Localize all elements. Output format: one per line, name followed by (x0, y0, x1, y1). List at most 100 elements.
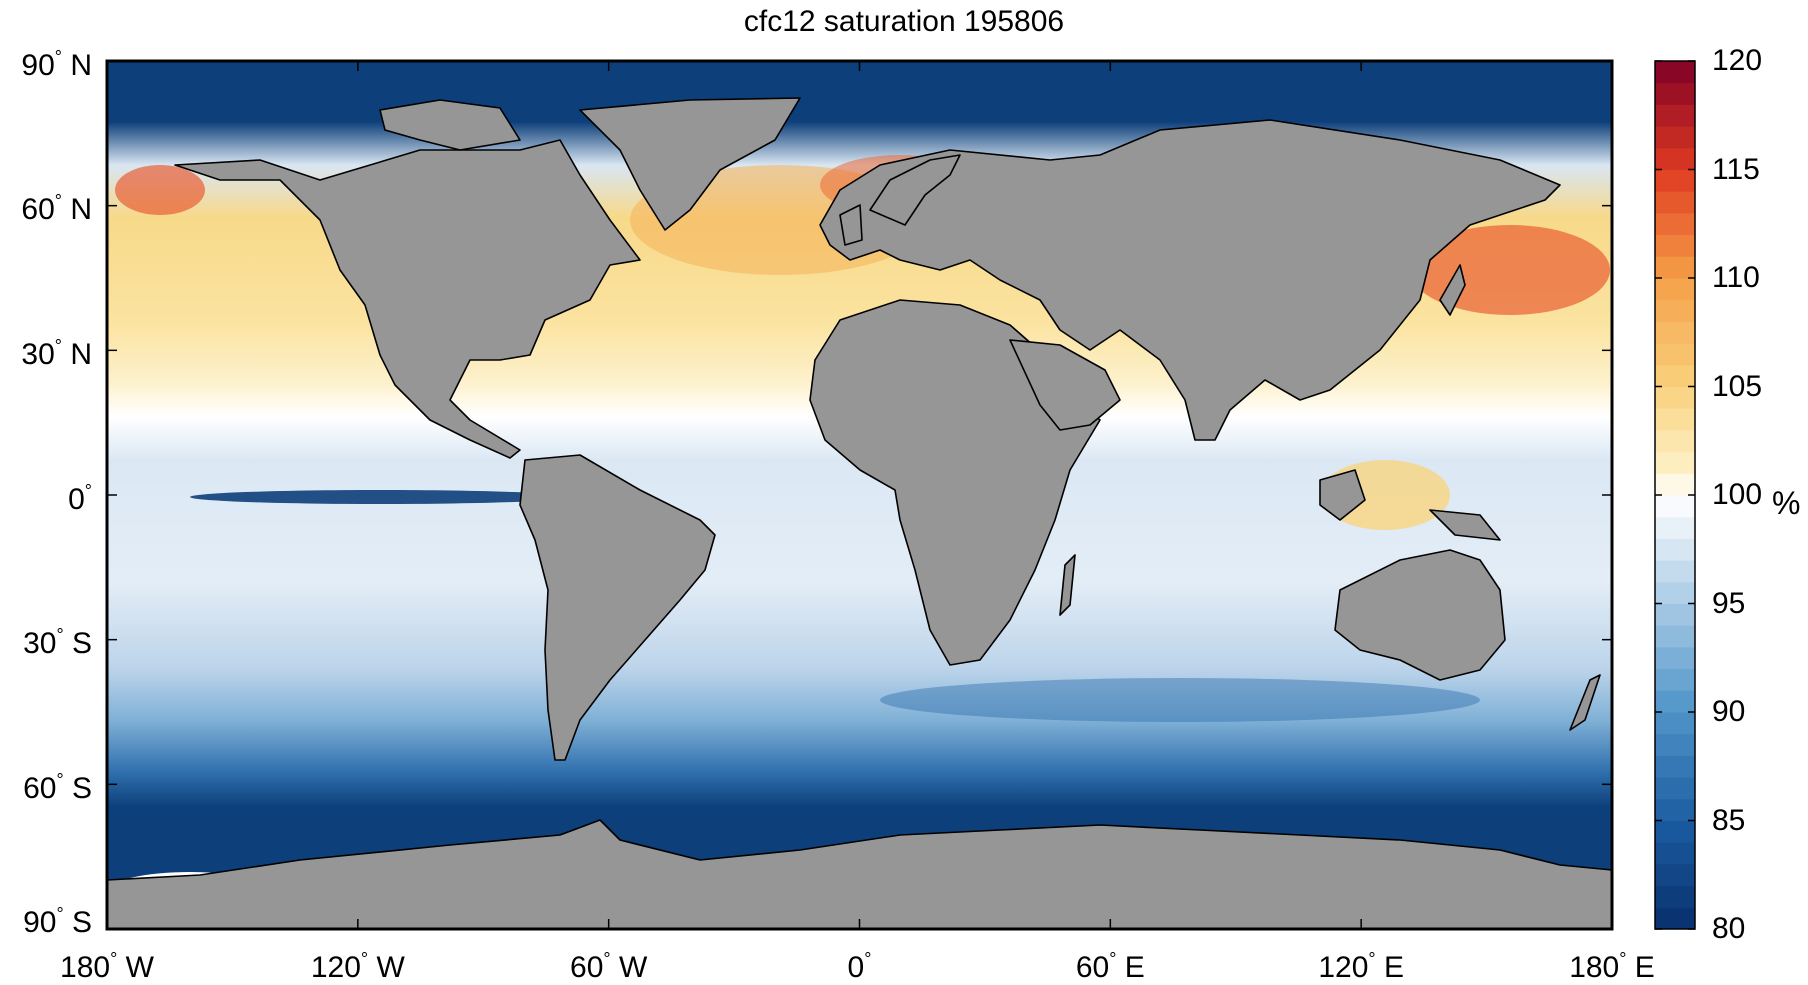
degree-symbol: ° (54, 335, 62, 356)
colorbar-tick-label: 80 (1712, 912, 1746, 945)
lat-tick-marks (107, 60, 1612, 930)
colorbar-tick-label: 95 (1712, 586, 1746, 620)
colorbar-cell (1655, 126, 1695, 149)
lat-tick-label-value: 30 (23, 627, 57, 661)
lon-tick-label-value: 180 (60, 951, 111, 984)
colorbar-tick-label: 90 (1712, 695, 1746, 728)
degree-symbol: ° (84, 480, 92, 501)
colorbar-cell (1655, 798, 1695, 821)
colorbar-tick-label: 105 (1712, 369, 1763, 403)
land-eurasia (819, 119, 1561, 441)
lat-tick-label-value: 0 (68, 482, 85, 516)
colorbar-cell (1655, 191, 1695, 214)
colorbar-cell (1655, 234, 1695, 257)
lon-tick-label-direction: W (368, 951, 405, 984)
colorbar-cell (1655, 495, 1695, 518)
land-borneo (1319, 469, 1366, 521)
lon-tick-label-value: 60 (570, 951, 604, 984)
colorbar-cell (1655, 408, 1695, 431)
lat-tick-label-direction: S (63, 906, 92, 939)
lat-tick-label: 30° N (21, 329, 92, 372)
colorbar-cell (1655, 278, 1695, 301)
colorbar-cell (1655, 581, 1695, 604)
land-south-america (519, 454, 716, 761)
colorbar-cell (1655, 473, 1695, 496)
degree-symbol: ° (56, 904, 64, 924)
land-greenland (579, 97, 801, 231)
lat-tick-label-value: 60 (23, 771, 57, 805)
colorbar-cell (1655, 256, 1695, 279)
lon-tick-label: 0° (848, 942, 872, 985)
colorbar-tick-label: 85 (1712, 803, 1746, 837)
land-scandinavia (869, 154, 961, 226)
colorbar-cell (1655, 733, 1695, 756)
colorbar-cell (1655, 343, 1695, 366)
lon-tick-label-direction: W (117, 951, 154, 984)
colorbar-cell (1655, 321, 1695, 344)
land-masses (107, 97, 1612, 929)
colorbar-cell (1655, 777, 1695, 800)
colorbar-cell (1655, 147, 1695, 170)
lon-tick-label-direction: E (1116, 951, 1145, 984)
lat-tick-label-value: 60 (21, 193, 55, 227)
land-new-zealand (1569, 674, 1601, 731)
colorbar-cell (1655, 712, 1695, 735)
degree-symbol: ° (56, 769, 64, 790)
lon-tick-label-value: 0 (847, 951, 865, 984)
lon-tick-label: 60° W (570, 942, 647, 985)
land-antarctica (107, 819, 1612, 929)
colorbar-cell (1655, 755, 1695, 778)
degree-symbol: ° (1368, 949, 1376, 969)
colorbar-cell (1655, 538, 1695, 561)
land-australia (1334, 549, 1506, 681)
lat-tick-label-direction: S (63, 771, 92, 805)
lat-tick-label: 30° S (23, 618, 92, 661)
lat-tick-label-direction: N (62, 49, 92, 82)
colorbar-cell (1655, 61, 1695, 84)
colorbar-unit: % (1772, 485, 1801, 521)
colorbar-cell (1655, 863, 1695, 887)
degree-symbol: ° (56, 625, 64, 646)
lon-tick-label-value: 60 (1075, 951, 1110, 984)
degree-symbol: ° (864, 949, 872, 969)
lon-tick-label: 180° W (60, 942, 154, 985)
colorbar-cell (1655, 603, 1695, 626)
colorbar-cell (1655, 82, 1695, 105)
lat-tick-label-value: 90 (23, 906, 57, 939)
degree-symbol: ° (1109, 949, 1117, 969)
lat-tick-label: 90° S (23, 897, 92, 940)
degree-symbol: ° (54, 47, 62, 67)
lon-tick-label-direction: E (1375, 951, 1404, 984)
equatorial-pacific-low (190, 490, 570, 504)
lon-tick-label: 120° W (311, 942, 405, 985)
lat-tick-label: 60° S (23, 763, 92, 806)
colorbar-cell (1655, 668, 1695, 691)
colorbar-tick-label: 120 (1712, 44, 1763, 77)
ocean-field (107, 61, 1612, 929)
colorbar-tick-label: 110 (1712, 261, 1760, 294)
lat-tick-label-value: 30 (21, 337, 55, 371)
colorbar-cell (1655, 429, 1695, 453)
lon-tick-label-direction: W (610, 951, 648, 984)
degree-symbol: ° (54, 191, 62, 212)
colorbar-cell (1655, 104, 1695, 127)
colorbar-cell (1655, 560, 1695, 583)
colorbar-cell (1655, 625, 1695, 648)
land-canadian-arctic (379, 99, 521, 151)
land-north-america (174, 139, 641, 459)
degree-symbol: ° (360, 949, 369, 969)
colorbar-tick-label: 100 (1712, 478, 1763, 511)
colorbar-cell (1655, 364, 1695, 387)
lon-tick-label: 120° E (1318, 942, 1404, 985)
colorbar-cell (1655, 169, 1695, 192)
colorbar-cell (1655, 842, 1695, 865)
degree-symbol: ° (603, 949, 611, 969)
lon-tick-label-direction: E (1626, 951, 1655, 984)
lat-tick-label-direction: N (62, 337, 92, 371)
colorbar-cell (1655, 690, 1695, 713)
lon-tick-label: 60° E (1076, 942, 1145, 985)
colorbar-cell (1655, 299, 1695, 322)
colorbar-cell (1655, 907, 1695, 930)
degree-symbol: ° (1619, 949, 1627, 969)
